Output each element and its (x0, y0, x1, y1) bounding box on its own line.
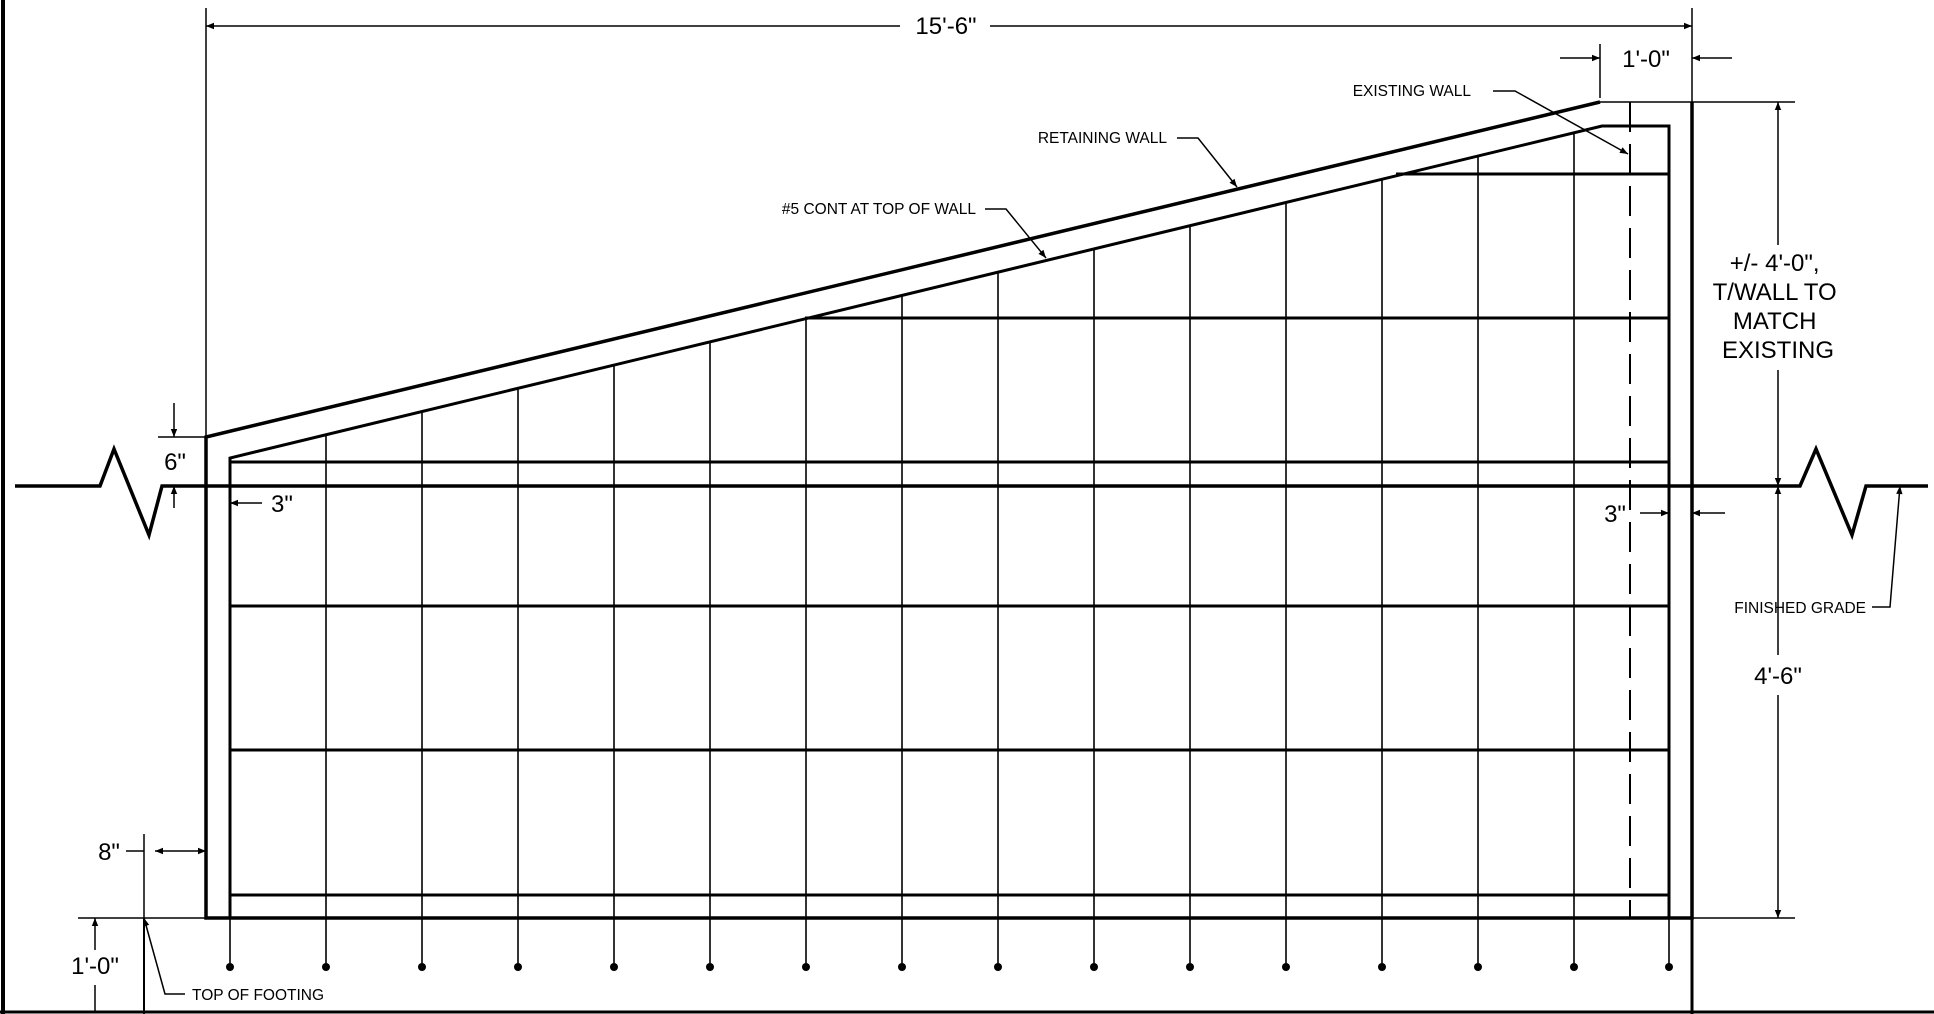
top-of-footing-callout: TOP OF FOOTING (192, 987, 324, 1004)
dim-footing-depth-label: 1'-0" (71, 953, 119, 980)
footing-outline (143, 918, 1694, 1014)
dim-top-of-wall-note: +/- 4'-0", T/WALL TO MATCH EXISTING (1713, 250, 1844, 364)
top-bar-callout: #5 CONT AT TOP OF WALL (782, 201, 976, 218)
dim-footing-offset (126, 834, 206, 918)
retaining-wall-leader (1177, 137, 1238, 188)
existing-wall-callout: EXISTING WALL (1353, 83, 1472, 100)
top-bar-leader (985, 208, 1047, 259)
dim-right-cover-label: 3" (1604, 501, 1626, 528)
dim-left-cover-label: 3" (271, 491, 293, 518)
dim-overall-length (205, 8, 1693, 437)
dim-wall-thickness (1560, 44, 1732, 98)
finished-grade-line (15, 444, 1928, 541)
finished-grade-leader (1872, 485, 1903, 608)
dim-right-vertical (1600, 101, 1795, 919)
existing-wall-leader (1493, 90, 1629, 155)
dim-footing-depth (78, 917, 206, 1012)
retaining-wall-callout: RETAINING WALL (1038, 130, 1168, 147)
wall-outline (204, 100, 1694, 920)
dim-height-below-grade-label: 4'-6" (1754, 663, 1802, 690)
dim-height-above-grade (158, 403, 206, 508)
top-of-footing-leader (143, 917, 185, 995)
dim-footing-offset-label: 8" (98, 839, 120, 866)
finished-grade-callout: FINISHED GRADE (1734, 600, 1866, 617)
dim-height-above-grade-label: 6" (164, 449, 186, 476)
dim-overall-length-label: 15'-6" (915, 13, 976, 40)
rebar-cage (226, 124, 1673, 971)
dim-wall-thickness-label: 1'-0" (1622, 46, 1670, 73)
